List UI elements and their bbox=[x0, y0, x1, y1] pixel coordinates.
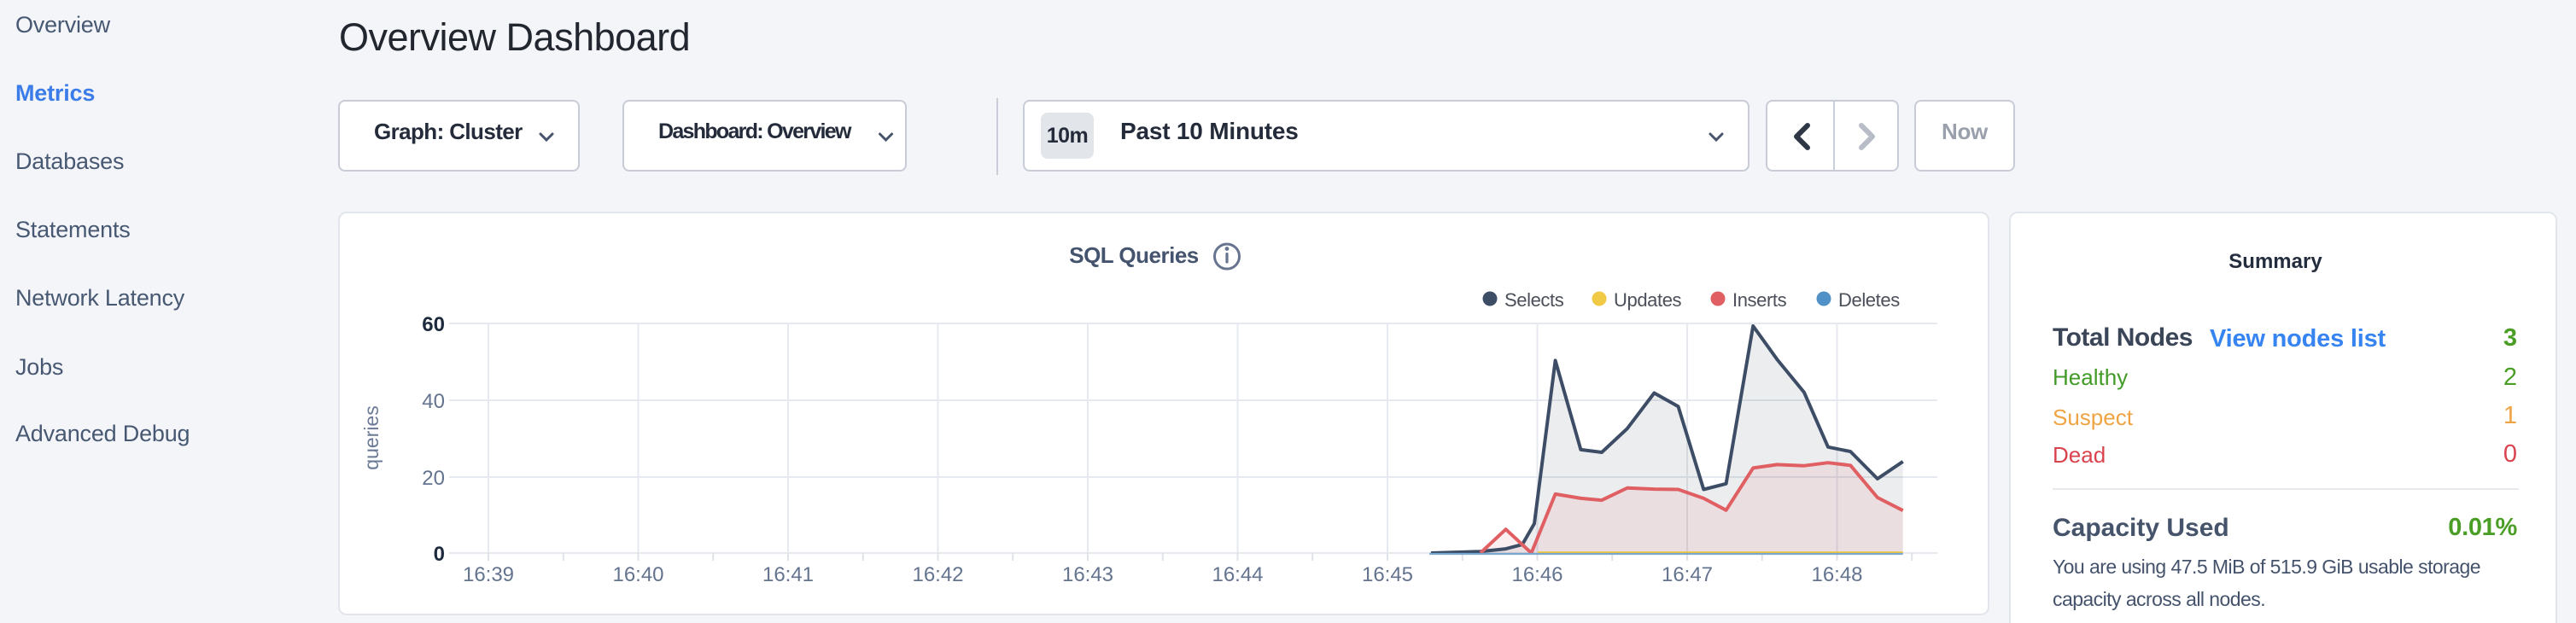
svg-text:Inserts: Inserts bbox=[1732, 289, 1787, 311]
svg-text:16:41: 16:41 bbox=[762, 563, 814, 586]
svg-text:16:45: 16:45 bbox=[1362, 563, 1413, 586]
svg-text:Selects: Selects bbox=[1504, 289, 1564, 311]
svg-text:60: 60 bbox=[422, 313, 445, 336]
svg-text:16:43: 16:43 bbox=[1062, 563, 1113, 586]
svg-text:16:44: 16:44 bbox=[1212, 563, 1263, 586]
svg-text:16:39: 16:39 bbox=[463, 563, 514, 586]
svg-text:16:42: 16:42 bbox=[912, 563, 963, 586]
svg-text:Updates: Updates bbox=[1614, 289, 1682, 311]
svg-text:16:47: 16:47 bbox=[1662, 563, 1713, 586]
svg-text:16:48: 16:48 bbox=[1811, 563, 1862, 586]
svg-text:20: 20 bbox=[422, 467, 445, 490]
svg-text:queries: queries bbox=[360, 405, 383, 469]
svg-text:40: 40 bbox=[422, 390, 445, 413]
svg-text:SQL Queries: SQL Queries bbox=[1069, 242, 1199, 268]
svg-text:Deletes: Deletes bbox=[1838, 289, 1900, 311]
svg-text:16:46: 16:46 bbox=[1511, 563, 1563, 586]
svg-text:0: 0 bbox=[434, 543, 445, 566]
svg-text:16:40: 16:40 bbox=[612, 563, 663, 586]
